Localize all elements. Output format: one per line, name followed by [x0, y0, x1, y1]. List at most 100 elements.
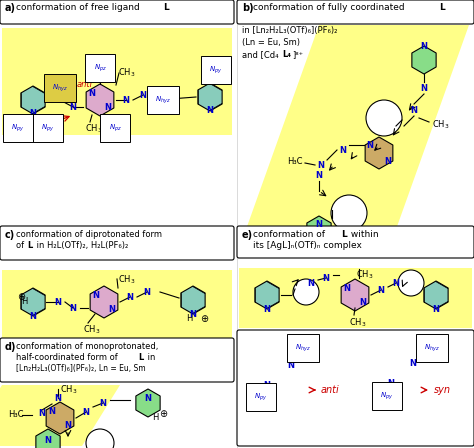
Text: N: N [339, 146, 346, 155]
Polygon shape [244, 25, 469, 235]
Text: N: N [100, 399, 107, 408]
Text: N: N [70, 303, 76, 313]
Text: half-coordinated form of: half-coordinated form of [16, 353, 120, 362]
Text: and [Cd₄: and [Cd₄ [242, 50, 279, 59]
Text: L: L [439, 3, 445, 12]
Text: N: N [359, 297, 366, 306]
FancyBboxPatch shape [237, 330, 474, 446]
Text: syn: syn [434, 385, 451, 395]
Text: L₄: L₄ [282, 50, 291, 59]
Text: $N_{py}$: $N_{py}$ [380, 390, 393, 402]
Text: in H₂L(OTf)₂, H₂L(PF₆)₂: in H₂L(OTf)₂, H₂L(PF₆)₂ [34, 241, 128, 250]
Text: c): c) [5, 230, 15, 240]
Text: N: N [127, 293, 134, 302]
Text: $N_{pz}$: $N_{pz}$ [93, 62, 107, 74]
Text: conformation of fully coordinated: conformation of fully coordinated [253, 3, 408, 12]
Text: N: N [190, 310, 197, 319]
Text: CH$_3$: CH$_3$ [60, 383, 78, 396]
Text: CH$_3$: CH$_3$ [349, 316, 366, 328]
Text: H: H [21, 297, 27, 306]
Polygon shape [424, 281, 448, 309]
Text: within: within [348, 230, 379, 239]
Text: N: N [207, 105, 213, 115]
Text: N: N [70, 103, 76, 112]
Text: N: N [344, 284, 350, 293]
Circle shape [398, 270, 424, 296]
Text: N: N [308, 279, 315, 288]
Text: N: N [316, 171, 322, 180]
Text: N: N [420, 42, 428, 51]
Text: CH$_3$: CH$_3$ [432, 118, 449, 130]
Text: conformation of free ligand: conformation of free ligand [16, 3, 143, 12]
Text: H₃C: H₃C [287, 157, 302, 166]
Text: N: N [420, 83, 428, 92]
Text: N: N [264, 305, 271, 314]
Text: a): a) [5, 3, 16, 13]
Text: e): e) [242, 230, 253, 240]
Polygon shape [2, 270, 232, 338]
Polygon shape [341, 279, 369, 311]
FancyBboxPatch shape [237, 0, 474, 24]
Circle shape [331, 195, 367, 231]
Text: L: L [27, 241, 32, 250]
Text: [Ln₂H₂L₃(OTf)₆](PF₆)₂, Ln = Eu, Sm: [Ln₂H₂L₃(OTf)₆](PF₆)₂, Ln = Eu, Sm [16, 364, 146, 373]
Polygon shape [255, 281, 279, 309]
Polygon shape [307, 216, 331, 244]
Text: N: N [55, 393, 62, 402]
Text: N: N [264, 380, 271, 389]
Text: ⊕: ⊕ [159, 409, 167, 419]
Text: $N_{py}$: $N_{py}$ [255, 391, 268, 403]
Polygon shape [36, 429, 60, 448]
Polygon shape [46, 402, 74, 434]
Polygon shape [239, 268, 472, 328]
Circle shape [366, 100, 402, 136]
Polygon shape [255, 356, 279, 384]
Text: $N_{py}$: $N_{py}$ [11, 122, 25, 134]
Polygon shape [86, 84, 114, 116]
Text: $N_{hyz}$: $N_{hyz}$ [295, 342, 311, 354]
Text: N: N [144, 288, 151, 297]
Text: d): d) [5, 342, 17, 352]
Text: in: in [145, 353, 155, 362]
Text: CH$_3$: CH$_3$ [85, 122, 102, 134]
Text: $N_{pz}$: $N_{pz}$ [109, 122, 121, 134]
FancyBboxPatch shape [0, 226, 234, 260]
Text: N: N [322, 273, 329, 283]
Text: ⊕: ⊕ [17, 292, 25, 302]
Text: N: N [145, 393, 152, 402]
Polygon shape [2, 28, 232, 135]
Text: N: N [122, 95, 129, 104]
Text: CH$_3$: CH$_3$ [356, 268, 374, 280]
Text: N: N [38, 409, 46, 418]
Polygon shape [90, 286, 118, 318]
Polygon shape [136, 389, 160, 417]
Text: its [AgL]ₙ(OTf)ₙ complex: its [AgL]ₙ(OTf)ₙ complex [253, 241, 362, 250]
Text: N: N [104, 103, 111, 112]
Text: CH$_3$: CH$_3$ [118, 66, 136, 78]
Text: N: N [89, 89, 95, 98]
Text: H: H [187, 314, 193, 323]
Text: N: N [377, 285, 384, 294]
Text: $N_{py}$: $N_{py}$ [41, 122, 55, 134]
Text: conformation of monoprotonated,: conformation of monoprotonated, [16, 342, 158, 351]
Text: N: N [288, 361, 294, 370]
Text: conformation of diprotonated form: conformation of diprotonated form [16, 230, 162, 239]
Text: N: N [64, 421, 72, 430]
Text: $N_{py}$: $N_{py}$ [210, 64, 223, 76]
Text: N: N [82, 408, 90, 417]
Text: anti: anti [77, 80, 93, 89]
Text: N: N [29, 108, 36, 117]
Polygon shape [412, 46, 436, 74]
Text: ]⁸⁺: ]⁸⁺ [292, 50, 303, 59]
Text: b): b) [242, 3, 254, 13]
Text: $N_{hyz}$: $N_{hyz}$ [424, 342, 440, 354]
FancyBboxPatch shape [0, 0, 234, 24]
Text: L: L [341, 230, 347, 239]
Text: H: H [152, 413, 158, 422]
Text: L: L [163, 3, 169, 12]
Text: of: of [16, 241, 27, 250]
Text: N: N [316, 220, 322, 228]
Text: anti: anti [45, 117, 61, 126]
Circle shape [293, 279, 319, 305]
Polygon shape [181, 286, 205, 314]
